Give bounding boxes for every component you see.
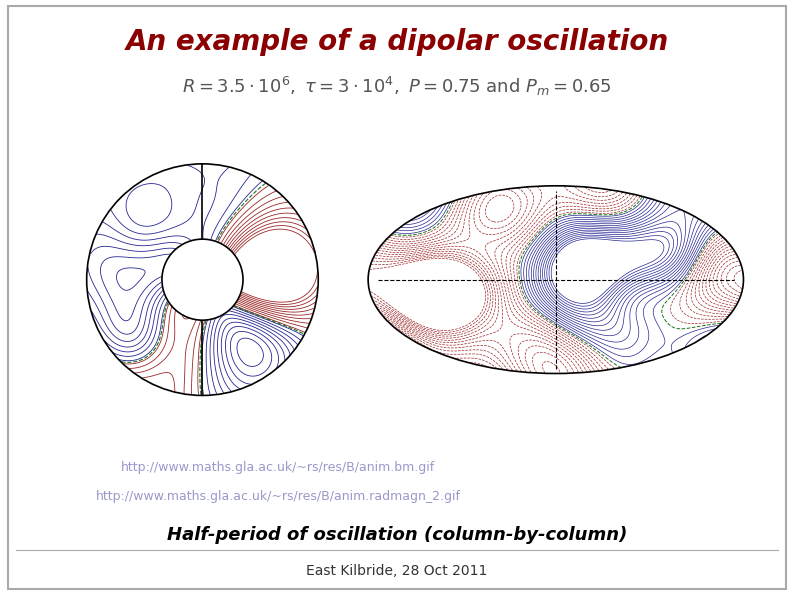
Text: East Kilbride, 28 Oct 2011: East Kilbride, 28 Oct 2011 [306,564,488,578]
Text: http://www.maths.gla.ac.uk/~rs/res/B/anim.bm.gif: http://www.maths.gla.ac.uk/~rs/res/B/ani… [121,461,435,474]
Text: Half-period of oscillation (column-by-column): Half-period of oscillation (column-by-co… [167,527,627,544]
Circle shape [162,239,243,320]
Text: An example of a dipolar oscillation: An example of a dipolar oscillation [125,27,669,56]
Text: http://www.maths.gla.ac.uk/~rs/res/B/anim.radmagn_2.gif: http://www.maths.gla.ac.uk/~rs/res/B/ani… [95,490,461,503]
Text: $R = 3.5 \cdot 10^6,\ \tau = 3 \cdot 10^4,\ P = 0.75\ \mathrm{and}\ P_m = 0.65$: $R = 3.5 \cdot 10^6,\ \tau = 3 \cdot 10^… [182,75,612,98]
Ellipse shape [368,186,743,374]
